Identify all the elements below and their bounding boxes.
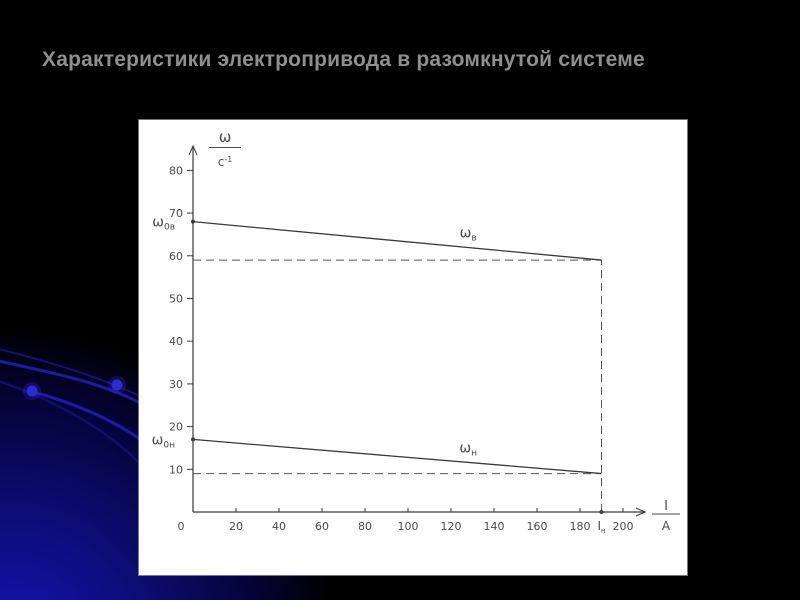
- y-axis-arrow-icon: [188, 144, 198, 156]
- light-streak: [0, 359, 151, 410]
- light-streak: [0, 348, 153, 403]
- series-line-ωв: [192, 220, 602, 261]
- series-start-dot: [191, 437, 195, 442]
- x-tick-label: 120: [441, 520, 462, 533]
- series-line-ωн: [192, 438, 602, 475]
- y-tick-label: 60: [169, 250, 183, 263]
- x-tick-label: 0: [178, 520, 185, 533]
- x-tick-label: 160: [527, 520, 548, 533]
- y-tick-label: 40: [169, 335, 183, 348]
- x-tick-label: 100: [398, 520, 419, 533]
- y-tick-label: 30: [169, 378, 183, 391]
- series-start-label: ω0в: [152, 215, 175, 233]
- y-tick-label: 70: [169, 207, 183, 220]
- x-tick-label: 140: [484, 520, 505, 533]
- x-unit-denominator: A: [662, 519, 671, 533]
- y-unit-denominator: c-1: [218, 155, 233, 169]
- x-tick-label: 200: [613, 520, 634, 533]
- light-streak: [29, 389, 151, 448]
- y-tick-label: 50: [169, 293, 183, 306]
- x-tick-label: 80: [358, 520, 372, 533]
- nominal-current-label: Iн: [597, 519, 605, 535]
- y-tick-label: 10: [169, 463, 183, 476]
- y-tick-label: 20: [169, 421, 183, 434]
- x-unit-numerator: I: [664, 499, 668, 514]
- x-axis-arrow-icon: [635, 507, 647, 517]
- light-streak: [0, 380, 149, 473]
- light-dot: [26, 385, 38, 397]
- x-tick-label: 20: [229, 520, 243, 533]
- light-dot: [111, 379, 123, 391]
- x-tick-label: 180: [570, 520, 591, 533]
- y-unit-numerator: ω: [219, 128, 232, 146]
- chart-panel: 10 20 30 40 50 60 70 80 0 20 40 60 80 100 120 140 160 180…: [139, 120, 687, 575]
- slide-title: Характеристики электропривода в разомкну…: [42, 48, 645, 71]
- series-start-dot: [191, 219, 195, 224]
- drive-characteristics-chart: 10 20 30 40 50 60 70 80 0 20 40 60 80 100 120 140 160 180…: [152, 128, 680, 535]
- series-name-label: ωн: [459, 440, 477, 458]
- series-start-label: ω0н: [152, 432, 175, 450]
- series-name-label: ωв: [460, 226, 477, 244]
- x-tick-label: 60: [315, 520, 329, 533]
- y-tick-label: 80: [169, 164, 183, 177]
- x-tick-label: 40: [272, 520, 286, 533]
